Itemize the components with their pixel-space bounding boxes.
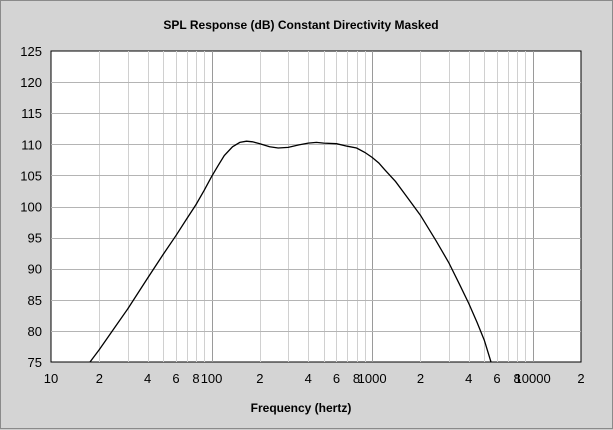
spl-response-line xyxy=(89,140,492,363)
x-tick-label: 100 xyxy=(201,371,223,386)
x-tick-label: 8 xyxy=(353,371,360,386)
x-tick-label: 6 xyxy=(493,371,500,386)
y-tick-label: 120 xyxy=(20,75,42,90)
grid xyxy=(51,51,581,362)
chart-title: SPL Response (dB) Constant Directivity M… xyxy=(163,18,438,32)
x-tick-label: 2 xyxy=(577,371,584,386)
x-tick-label: 8 xyxy=(513,371,520,386)
x-tick-label: 2 xyxy=(417,371,424,386)
y-tick-label: 100 xyxy=(20,200,42,215)
x-tick-label: 6 xyxy=(172,371,179,386)
x-tick-label: 6 xyxy=(333,371,340,386)
x-tick-label: 10 xyxy=(44,371,58,386)
x-tick-label: 2 xyxy=(96,371,103,386)
x-tick-label: 1000 xyxy=(358,371,387,386)
x-tick-label: 4 xyxy=(144,371,151,386)
y-tick-label: 85 xyxy=(28,293,42,308)
y-tick-label: 115 xyxy=(21,106,42,121)
y-tick-label: 110 xyxy=(21,137,42,152)
plot-area xyxy=(50,50,582,363)
x-axis-label: Frequency (hertz) xyxy=(251,401,352,415)
y-tick-label: 105 xyxy=(20,168,42,183)
y-tick-label: 75 xyxy=(28,355,42,370)
y-tick-label: 90 xyxy=(28,262,42,277)
x-tick-label: 4 xyxy=(305,371,312,386)
y-tick-label: 95 xyxy=(28,231,42,246)
x-tick-label: 4 xyxy=(465,371,472,386)
y-tick-label: 80 xyxy=(28,324,42,339)
y-axis-ticks: 75 80 85 90 95 100 105 110 115 120 125 xyxy=(20,44,42,370)
x-tick-label: 8 xyxy=(192,371,199,386)
y-tick-label: 125 xyxy=(20,44,42,59)
x-tick-label: 10000 xyxy=(515,371,551,386)
x-tick-label: 2 xyxy=(256,371,263,386)
